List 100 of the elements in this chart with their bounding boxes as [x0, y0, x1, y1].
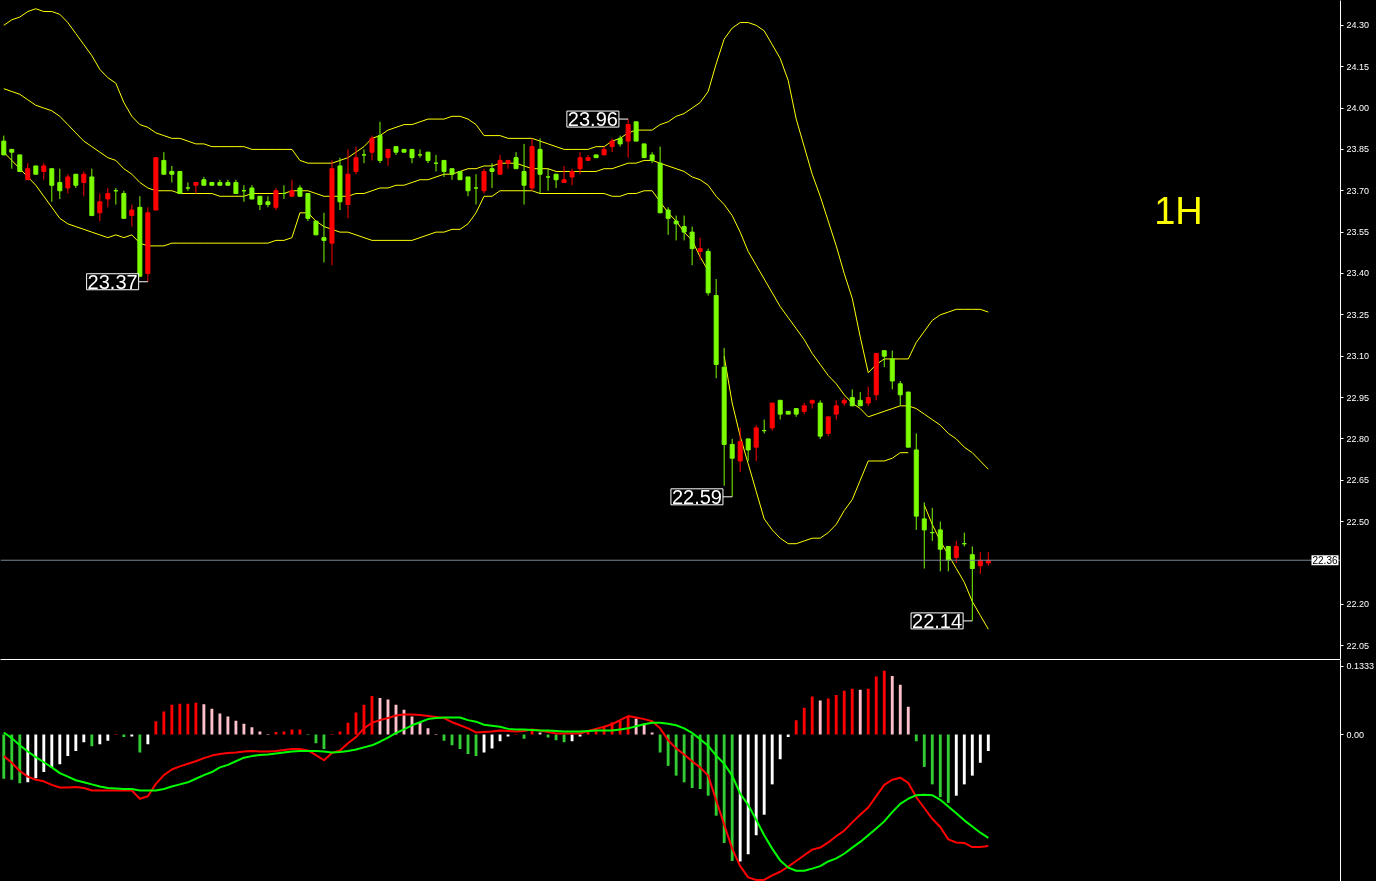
- y-tick-label: 23.70: [1346, 185, 1370, 196]
- bar: [970, 734, 974, 776]
- bar: [138, 734, 142, 753]
- bar: [658, 734, 662, 753]
- candlestick: [185, 181, 191, 192]
- bar: [650, 732, 654, 735]
- bar: [26, 734, 30, 783]
- bar: [738, 734, 742, 862]
- bar: [754, 734, 758, 836]
- candlestick: [465, 176, 471, 197]
- annotation: 22.14: [912, 609, 963, 632]
- bar: [898, 684, 902, 735]
- candlestick: [825, 416, 831, 437]
- bar: [226, 716, 230, 735]
- bar: [986, 734, 990, 751]
- bar: [722, 734, 726, 843]
- candlestick: [129, 204, 135, 228]
- candlestick: [97, 193, 103, 222]
- candlestick: [681, 215, 687, 241]
- bar: [730, 734, 734, 861]
- bar: [538, 732, 542, 735]
- bar: [866, 688, 870, 735]
- candlestick: [449, 168, 455, 181]
- bar: [746, 734, 750, 855]
- candlestick: [353, 146, 359, 175]
- bar: [258, 731, 262, 735]
- bar: [802, 707, 806, 735]
- candlestick: [665, 206, 671, 236]
- y-tick-label: 0.1333: [1346, 661, 1375, 672]
- bar: [914, 734, 918, 742]
- candlestick: [897, 380, 903, 407]
- y-tick-label: 23.10: [1346, 351, 1370, 362]
- y-tick-label: 24.00: [1346, 103, 1370, 114]
- ref-line-label: 22.36: [1312, 555, 1338, 567]
- candlestick: [737, 427, 743, 473]
- y-tick-label: 24.30: [1346, 20, 1370, 31]
- bar: [554, 734, 558, 741]
- bar: [274, 731, 278, 735]
- bar: [570, 734, 574, 742]
- candlestick: [497, 154, 503, 175]
- bar: [890, 675, 894, 735]
- y-tick-label: 22.65: [1346, 475, 1370, 486]
- candlestick: [265, 195, 271, 208]
- candlestick: [633, 121, 639, 142]
- bar: [42, 734, 46, 773]
- bar: [546, 734, 550, 738]
- bar: [794, 720, 798, 735]
- candlestick: [161, 151, 167, 175]
- bar: [2, 734, 6, 779]
- y-tick-label: 23.85: [1346, 144, 1370, 155]
- bar: [842, 690, 846, 735]
- y-tick-label: 22.80: [1346, 433, 1370, 444]
- candlestick: [321, 212, 327, 263]
- candlestick: [273, 187, 279, 211]
- bar: [834, 694, 838, 735]
- candlestick: [865, 386, 871, 407]
- candlestick: [169, 165, 175, 183]
- candlestick: [9, 148, 15, 170]
- y-tick-label: 24.15: [1346, 61, 1370, 72]
- bar: [762, 734, 766, 815]
- bar: [858, 689, 862, 735]
- candlestick: [937, 521, 943, 572]
- bar: [978, 734, 982, 763]
- bar: [906, 706, 910, 735]
- candlestick: [193, 181, 199, 195]
- bar: [154, 721, 158, 735]
- bar: [242, 723, 246, 735]
- annotation: 23.37: [87, 270, 138, 293]
- bar: [34, 734, 38, 779]
- bar: [810, 696, 814, 735]
- y-tick-label: 22.20: [1346, 599, 1370, 610]
- bar: [74, 734, 78, 751]
- y-tick-label: 0.00: [1346, 729, 1365, 740]
- bar: [186, 703, 190, 735]
- bar: [282, 731, 286, 735]
- bar: [954, 734, 958, 796]
- bar: [962, 734, 966, 785]
- annotation: 23.96: [567, 108, 618, 131]
- bar: [938, 734, 942, 798]
- candlestick: [369, 135, 375, 161]
- y-tick-label: 23.40: [1346, 268, 1370, 279]
- bar: [146, 734, 150, 745]
- bar: [234, 720, 238, 735]
- bar: [778, 734, 782, 760]
- candlestick: [545, 168, 551, 192]
- bar: [66, 734, 70, 757]
- candlestick: [569, 168, 575, 186]
- bar: [818, 700, 822, 735]
- bar: [250, 727, 254, 735]
- bar: [642, 723, 646, 735]
- candlestick: [777, 399, 783, 421]
- bar: [930, 734, 934, 785]
- bar: [922, 734, 926, 767]
- line-series: [3, 88, 989, 470]
- candlestick: [105, 187, 111, 208]
- candlestick: [385, 148, 391, 167]
- candlestick: [417, 148, 423, 159]
- candlestick: [945, 545, 951, 572]
- candlestick: [609, 137, 615, 153]
- bar: [210, 708, 214, 735]
